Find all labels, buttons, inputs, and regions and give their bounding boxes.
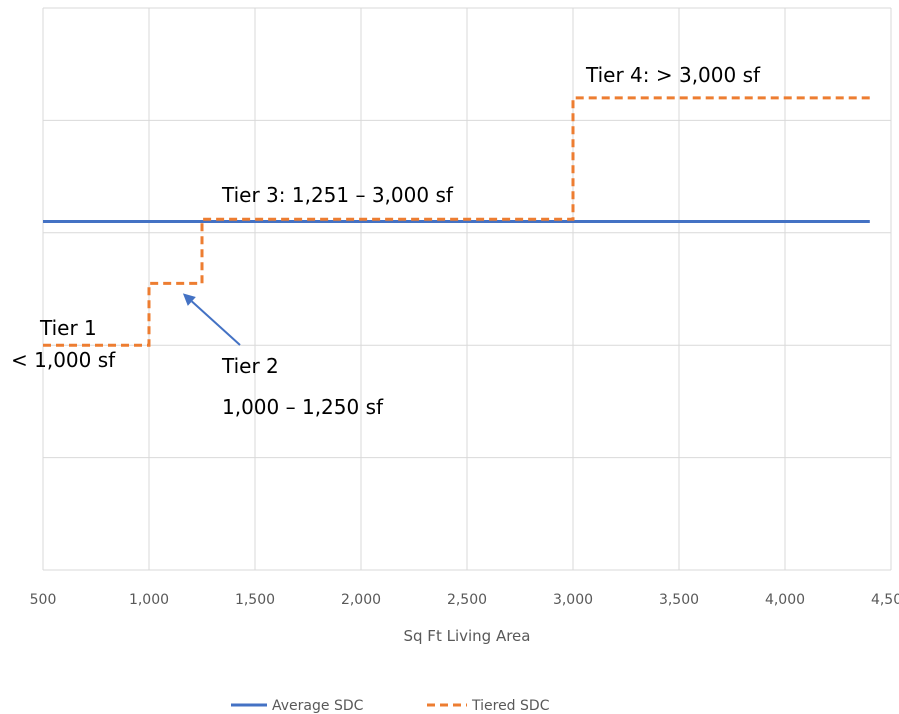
annotation-tier-1-line-2: < 1,000 sf [11, 348, 116, 372]
annotation-tier-1: Tier 1 < 1,000 sf [11, 316, 116, 372]
x-tick-label: 1,000 [129, 592, 169, 608]
annotation-tier-2-arrow [191, 300, 241, 346]
legend-label-average-sdc: Average SDC [272, 698, 364, 714]
x-tick-label: 3,500 [659, 592, 699, 608]
annotation-tier-2-line-2: 1,000 – 1,250 sf [222, 395, 384, 419]
x-tick-label: 4,500 [871, 592, 899, 608]
annotation-tier-2-arrowhead [182, 293, 196, 306]
x-tick-label: 2,000 [341, 592, 381, 608]
x-axis-title: Sq Ft Living Area [404, 627, 531, 645]
x-tick-label: 2,500 [447, 592, 487, 608]
annotation-tier-3: Tier 3: 1,251 – 3,000 sf [221, 183, 454, 207]
chart-gridlines [42, 7, 892, 571]
x-tick-label: 3,000 [553, 592, 593, 608]
x-tick-label: 500 [30, 592, 57, 608]
x-tick-label: 4,000 [765, 592, 805, 608]
x-tick-label: 1,500 [235, 592, 275, 608]
annotation-tier-4: Tier 4: > 3,000 sf [585, 63, 761, 87]
chart-series [43, 96, 870, 347]
annotation-tier-2: Tier 2 1,000 – 1,250 sf [182, 293, 384, 419]
annotation-tier-1-line-1: Tier 1 [39, 316, 97, 340]
series-line-tiered-sdc [43, 96, 870, 347]
x-axis-ticks: 500 1,000 1,500 2,000 2,500 3,000 3,500 4,000 4,… [30, 592, 899, 608]
legend-label-tiered-sdc: Tiered SDC [471, 698, 550, 714]
chart-legend: Average SDC Tiered SDC [231, 698, 550, 714]
annotation-tier-2-line-1: Tier 2 [221, 354, 279, 378]
